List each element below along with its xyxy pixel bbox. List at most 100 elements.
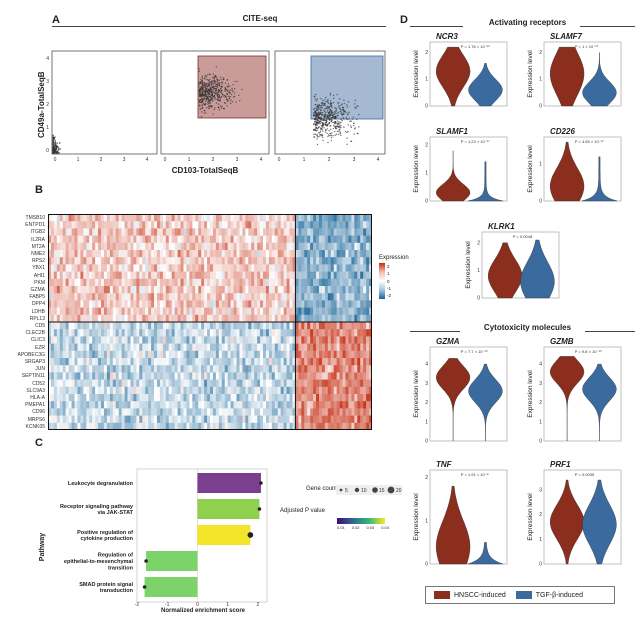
scatter-point (335, 108, 337, 110)
heatmap-cell (174, 401, 178, 409)
heatmap-cell (86, 322, 90, 330)
heatmap-cell (198, 379, 202, 388)
heatmap-cell (121, 293, 125, 301)
heatmap-cell (345, 422, 349, 430)
heatmap-cell (260, 300, 264, 308)
heatmap-cell (224, 422, 228, 430)
heatmap-cell (103, 365, 108, 373)
heatmap-cell (171, 372, 175, 380)
heatmap-cell (257, 221, 261, 229)
heatmap-cell (283, 264, 287, 272)
heatmap-cell (189, 422, 193, 430)
heatmap-cell (103, 422, 108, 430)
heatmap-cell (65, 257, 69, 265)
heatmap-cell (77, 221, 81, 229)
heatmap-cell (156, 322, 161, 330)
heatmap-cell (221, 329, 226, 337)
heatmap-cell (68, 300, 72, 308)
heatmap-cell (180, 386, 184, 395)
heatmap-cell (204, 214, 208, 222)
heatmap-cell (109, 343, 114, 352)
heatmap-cell (112, 250, 117, 258)
heatmap-cell (313, 300, 317, 308)
heatmap-cell (318, 343, 323, 352)
heatmap-cell (183, 422, 187, 430)
heatmap-cell (304, 358, 308, 366)
heatmap-cell (112, 307, 117, 316)
heatmap-cell (62, 257, 66, 265)
heatmap-cell (215, 300, 220, 308)
heatmap-cell (195, 300, 199, 308)
heatmap-cell (360, 408, 364, 416)
heatmap-cell (242, 422, 246, 430)
heatmap-cell (71, 379, 75, 388)
heatmap-cell (127, 350, 131, 359)
heatmap-cell (324, 379, 329, 388)
heatmap-cell (286, 386, 290, 395)
violin-shape (550, 46, 585, 107)
heatmap-cell (89, 228, 93, 236)
heatmap-cell (154, 336, 158, 344)
heatmap-cell (304, 257, 308, 265)
heatmap-cell (239, 408, 243, 416)
scatter-point (316, 124, 318, 127)
heatmap-cell (265, 350, 270, 359)
heatmap-cell (295, 278, 299, 287)
heatmap-cell (366, 221, 370, 229)
heatmap-cell (289, 264, 293, 272)
heatmap-cell (215, 336, 220, 344)
heatmap-cell (212, 314, 217, 323)
heatmap-cell (171, 322, 175, 330)
heatmap-cell (310, 386, 314, 395)
scatter-point (338, 121, 340, 123)
scatter-point (213, 77, 215, 80)
heatmap-cell (162, 286, 167, 294)
heatmap-cell (357, 343, 361, 352)
heatmap-cell (142, 372, 146, 380)
scatter-point (329, 115, 331, 118)
heatmap-cell (159, 401, 164, 409)
heatmap-cell (198, 336, 202, 344)
heatmap-cell (339, 379, 343, 388)
gene-count-dot (257, 507, 262, 511)
heatmap-cell (245, 336, 249, 344)
heatmap-cell (83, 257, 87, 265)
heatmap-cell (207, 343, 211, 352)
heatmap-cell (321, 228, 326, 236)
heatmap-cell (251, 278, 255, 287)
heatmap-cell (263, 386, 267, 395)
heatmap-cell (313, 336, 317, 344)
heatmap-cell (62, 386, 66, 395)
heatmap-cell (366, 394, 370, 402)
heatmap-cell (295, 286, 299, 294)
heatmap-cell (245, 415, 249, 424)
heatmap-cell (112, 242, 117, 251)
heatmap-cell (204, 250, 208, 258)
heatmap-cell (183, 379, 187, 388)
scatter-point (220, 90, 223, 92)
heatmap-cell (174, 422, 178, 430)
heatmap-cell (363, 379, 367, 388)
heatmap-cell (221, 422, 226, 430)
heatmap-cell (257, 242, 261, 251)
violin-shape (468, 363, 503, 441)
heatmap-cell (109, 242, 114, 251)
heatmap-cell (168, 300, 173, 308)
heatmap-cell (112, 278, 117, 287)
heatmap-cell (224, 257, 228, 265)
scatter-point (203, 77, 206, 79)
heatmap-cell (71, 336, 75, 344)
heatmap-cell (304, 314, 308, 323)
heatmap-cell (142, 264, 146, 272)
heatmap-cell (168, 401, 173, 409)
heatmap-cell (224, 293, 228, 301)
heatmap-cell (89, 329, 93, 337)
heatmap-cell (336, 365, 340, 373)
heatmap-cell (142, 257, 146, 265)
heatmap-cell (345, 401, 349, 409)
heatmap-cell (339, 264, 343, 272)
heatmap-cell (254, 250, 258, 258)
scatter-point (326, 117, 328, 119)
scatter-point (53, 145, 56, 147)
heatmap-cell (204, 235, 208, 244)
